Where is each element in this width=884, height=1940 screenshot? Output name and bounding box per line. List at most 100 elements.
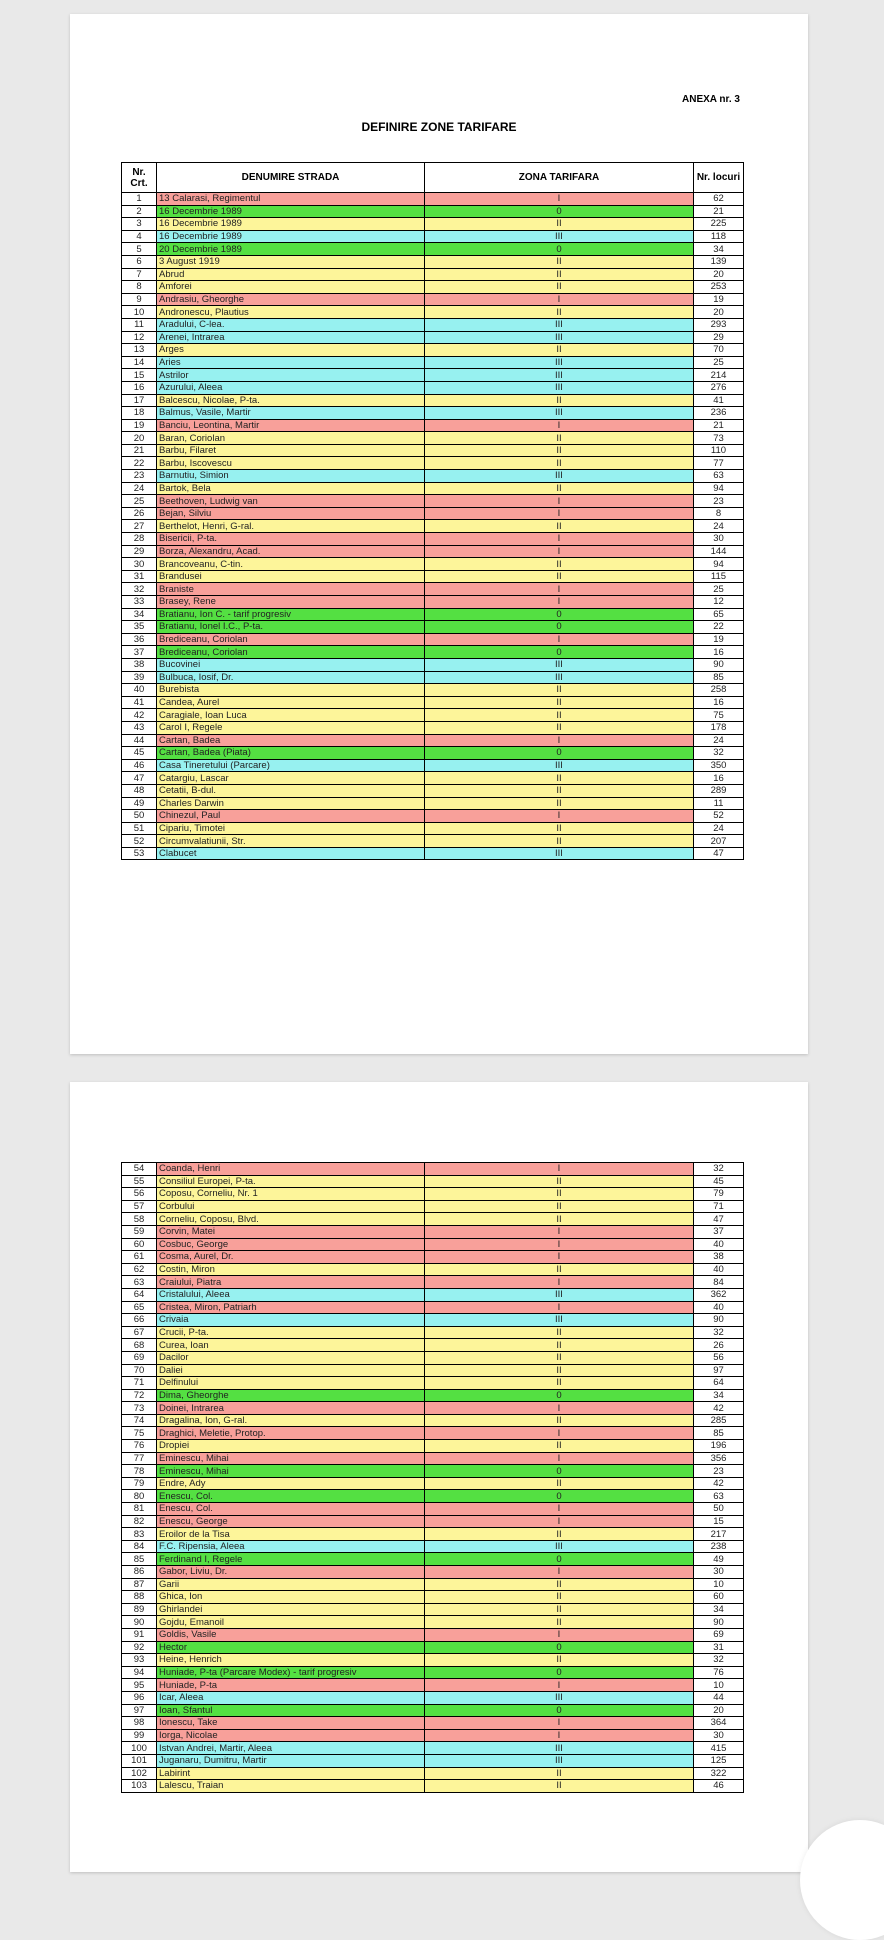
table-row: 47 Catargiu, Lascar II 16 [121, 771, 744, 785]
street-name: Bejan, Silviu [156, 506, 425, 521]
street-name: Ioan, Sfantul [156, 1703, 425, 1718]
street-name: Labirint [156, 1766, 425, 1781]
table-row: 22 Barbu, Iscovescu II 77 [121, 456, 744, 471]
tariff-zone: II [424, 267, 694, 282]
table-row: 29 Borza, Alexandru, Acad. I 144 [121, 544, 744, 559]
table-row: 36 Brediceanu, Coriolan I 19 [121, 632, 744, 647]
table-row: 73 Doinei, Intrarea I 42 [121, 1401, 744, 1415]
parking-places: 20 [693, 305, 744, 319]
street-name: Doinei, Intrarea [156, 1401, 425, 1415]
street-name: F.C. Ripensia, Aleea [156, 1539, 425, 1554]
header-nr-crt: Nr. Crt. [121, 162, 157, 193]
table-row: 39 Bulbuca, Iosif, Dr. III 85 [121, 670, 744, 685]
header-parking-places: Nr. locuri [693, 162, 744, 193]
street-name: Andrasiu, Gheorghe [156, 292, 425, 307]
row-number: 70 [121, 1363, 157, 1378]
street-name: Balmus, Vasile, Martir [156, 406, 425, 420]
street-name: 16 Decembrie 1989 [156, 229, 425, 244]
parking-places: 97 [693, 1363, 744, 1378]
parking-places: 19 [693, 632, 744, 647]
table-row: 20 Baran, Coriolan II 73 [121, 431, 744, 445]
street-name: Cartan, Badea (Piata) [156, 746, 425, 760]
table-row: 66 Crivaia III 90 [121, 1313, 744, 1327]
row-number: 74 [121, 1413, 157, 1428]
parking-places: 32 [693, 1325, 744, 1340]
tariff-zone: II [424, 1615, 694, 1629]
row-number: 69 [121, 1350, 157, 1365]
row-number: 37 [121, 645, 157, 659]
table-row: 14 Aries III 25 [121, 355, 744, 370]
table-row: 100 Istvan Andrei, Martir, Aleea III 415 [121, 1741, 744, 1755]
table-row: 81 Enescu, Col. I 50 [121, 1502, 744, 1516]
tariff-zone: II [424, 1413, 694, 1428]
street-name: Barbu, Iscovescu [156, 456, 425, 471]
tariff-zone: I [424, 1300, 694, 1315]
row-number: 30 [121, 557, 157, 571]
row-number: 6 [121, 254, 157, 269]
tariff-zone: II [424, 796, 694, 811]
table-row: 77 Eminescu, Mihai I 356 [121, 1451, 744, 1466]
row-number: 47 [121, 771, 157, 785]
row-number: 9 [121, 292, 157, 307]
parking-places: 65 [693, 607, 744, 622]
parking-places: 178 [693, 720, 744, 735]
tariff-zone: III [424, 355, 694, 370]
tariff-zone: III [424, 758, 694, 773]
parking-places: 75 [693, 708, 744, 722]
tariff-zone: I [424, 1237, 694, 1252]
table-row: 40 Burebista II 258 [121, 683, 744, 697]
parking-places: 94 [693, 481, 744, 496]
row-number: 17 [121, 393, 157, 408]
tariff-zone: 0 [424, 1489, 694, 1504]
parking-places: 62 [693, 192, 744, 206]
tariff-zone: I [424, 1451, 694, 1466]
street-name: Huniade, P-ta (Parcare Modex) - tarif pr… [156, 1665, 425, 1680]
table-row: 42 Caragiale, Ioan Luca II 75 [121, 708, 744, 722]
row-number: 5 [121, 242, 157, 256]
table-row: 75 Draghici, Meletie, Protop. I 85 [121, 1426, 744, 1441]
tariff-zone: I [424, 494, 694, 508]
street-name: Lalescu, Traian [156, 1779, 425, 1793]
parking-places: 29 [693, 330, 744, 345]
street-name: Dima, Gheorghe [156, 1388, 425, 1403]
parking-places: 22 [693, 620, 744, 634]
row-number: 78 [121, 1464, 157, 1478]
table-row: 76 Dropiei II 196 [121, 1439, 744, 1453]
row-number: 94 [121, 1665, 157, 1680]
row-number: 53 [121, 846, 157, 861]
street-name: Cosma, Aurel, Dr. [156, 1250, 425, 1264]
tariff-zone: 0 [424, 620, 694, 634]
street-name: Bartok, Bela [156, 481, 425, 496]
street-name: Candea, Aurel [156, 695, 425, 710]
tariff-zone: II [424, 280, 694, 294]
table-row: 89 Ghirlandei II 34 [121, 1602, 744, 1617]
table-row: 13 Arges II 70 [121, 343, 744, 357]
tariff-zone: I [424, 1426, 694, 1441]
row-number: 20 [121, 431, 157, 445]
tariff-zone: III [424, 1753, 694, 1768]
row-number: 89 [121, 1602, 157, 1617]
tariff-zone: III [424, 330, 694, 345]
street-name: Crucii, P-ta. [156, 1325, 425, 1340]
table-row: 61 Cosma, Aurel, Dr. I 38 [121, 1250, 744, 1264]
row-number: 101 [121, 1753, 157, 1768]
street-name: Dacilor [156, 1350, 425, 1365]
street-name: Brancoveanu, C-tin. [156, 557, 425, 571]
table-row: 43 Carol I, Regele II 178 [121, 720, 744, 735]
street-name: 20 Decembrie 1989 [156, 242, 425, 256]
parking-places: 32 [693, 746, 744, 760]
street-name: Consiliul Europei, P-ta. [156, 1174, 425, 1189]
parking-places: 32 [693, 1653, 744, 1667]
row-number: 79 [121, 1476, 157, 1491]
table-row: 34 Bratianu, Ion C. - tarif progresiv 0 65 [121, 607, 744, 622]
parking-places: 20 [693, 267, 744, 282]
row-number: 76 [121, 1439, 157, 1453]
parking-places: 90 [693, 657, 744, 672]
row-number: 92 [121, 1640, 157, 1655]
row-number: 91 [121, 1627, 157, 1642]
parking-places: 76 [693, 1665, 744, 1680]
document-page-1: ANEXA nr. 3 DEFINIRE ZONE TARIFARE Nr. Cr… [70, 14, 808, 1054]
table-row: 95 Huniade, P-ta I 10 [121, 1678, 744, 1692]
row-number: 44 [121, 733, 157, 748]
tariff-zone: I [424, 292, 694, 307]
